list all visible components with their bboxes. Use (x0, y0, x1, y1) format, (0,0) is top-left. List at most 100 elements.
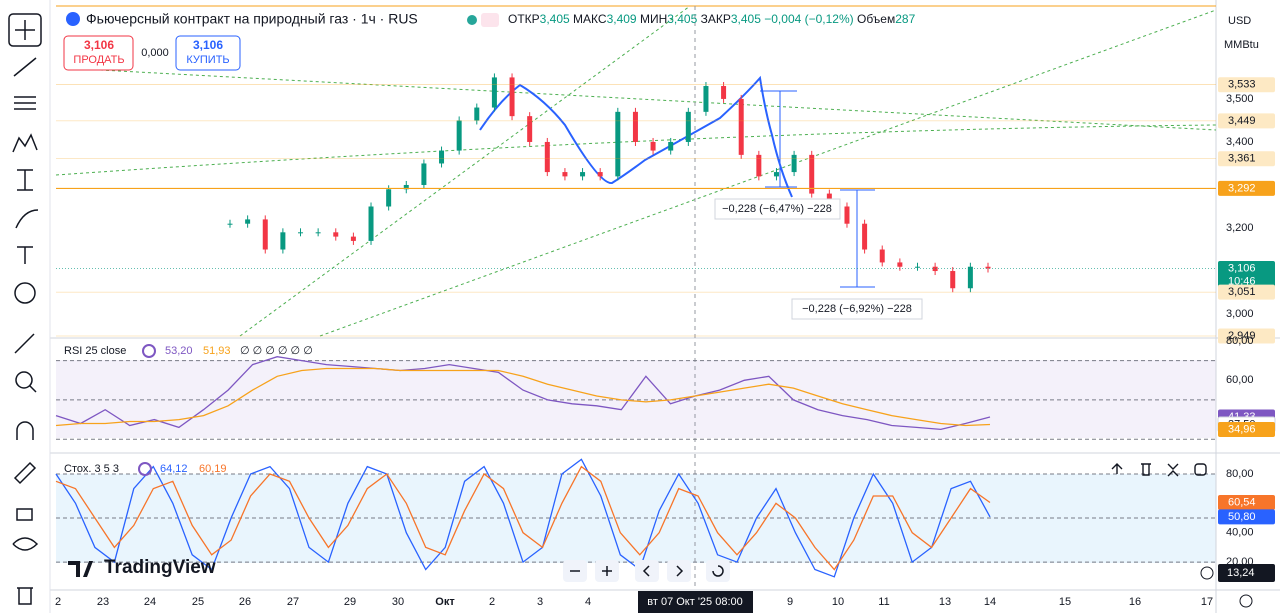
candle (668, 141, 674, 151)
candle (544, 141, 550, 173)
candle (280, 232, 286, 250)
price-tag-label: 3,361 (1228, 153, 1256, 165)
stoch-d-value: 60,19 (199, 463, 227, 475)
y-tick-label: 20,00 (1226, 556, 1254, 568)
sell-button[interactable] (63, 35, 134, 71)
x-tick-label: 25 (192, 596, 204, 608)
candle (879, 249, 885, 263)
x-tick-label: 4 (585, 596, 591, 608)
price-tag (1218, 113, 1275, 129)
pane-controls[interactable] (1111, 463, 1207, 477)
price-tag-sub: 10:46 (1228, 275, 1256, 287)
add-button[interactable] (1200, 566, 1214, 580)
y-tick-label: 80,00 (1226, 335, 1254, 347)
stoch-name: Стох. 3 5 3 (64, 463, 119, 475)
candle (227, 223, 233, 225)
candle (844, 206, 850, 224)
indicator-line (55, 458, 991, 578)
price-tag-label: 2,949 (1228, 330, 1256, 342)
y-tick-label: 80,00 (1226, 468, 1254, 480)
candle (509, 77, 515, 117)
x-tick-label: 29 (344, 596, 356, 608)
price-tag (1218, 509, 1275, 525)
y-tick-label: 3,500 (1226, 93, 1254, 105)
price-tag (1218, 151, 1275, 167)
candle (950, 271, 956, 289)
measure-1 (760, 90, 797, 188)
price-tag-label: 34,96 (1228, 423, 1256, 435)
price-tag-label: 3,106 (1228, 262, 1256, 274)
change: −0,004 (−0,12%) (764, 12, 853, 26)
unit[interactable]: MMBtu (1224, 39, 1259, 51)
label: МАКС (573, 12, 607, 26)
sell-price: 3,106 (84, 38, 114, 52)
candle (650, 141, 656, 151)
price-tag-label: 60,54 (1228, 496, 1256, 508)
candle (721, 86, 727, 99)
x-tick-label: 2 (489, 596, 495, 608)
settings-button[interactable] (1239, 594, 1253, 608)
status-icon (481, 13, 499, 27)
candle (421, 163, 427, 185)
label: Объем (857, 12, 895, 26)
rsi-value: 53,20 (165, 345, 193, 357)
candle (632, 111, 638, 142)
candle (439, 150, 445, 164)
y-tick-label: 3,400 (1226, 136, 1254, 148)
volume-tag-text: 13,24 (1227, 567, 1255, 579)
candle (403, 184, 409, 190)
candle (333, 232, 339, 237)
price-tag-label: 50,80 (1228, 511, 1256, 523)
currency[interactable]: USD (1228, 15, 1251, 27)
toolbar[interactable] (8, 13, 42, 605)
x-tick-label: 26 (239, 596, 251, 608)
annotation-box (791, 298, 923, 320)
x-tick-label: 27 (287, 596, 299, 608)
candle (245, 219, 251, 224)
candle (703, 86, 709, 112)
buy-price: 3,106 (193, 38, 223, 52)
x-tick-label: 10 (832, 596, 844, 608)
crosshair-label: вт 07 Окт '25 08:00 (647, 596, 743, 608)
candle (914, 266, 920, 268)
indicator-icon (138, 462, 152, 476)
price-tag (1218, 260, 1275, 289)
brand: TradingView (104, 557, 216, 578)
y-tick-label: 3,000 (1226, 308, 1254, 320)
candle (580, 172, 586, 177)
candle (756, 154, 762, 177)
measure-2 (840, 189, 875, 288)
y-tick-label: 3,200 (1226, 222, 1254, 234)
x-tick-label: 11 (878, 596, 889, 608)
candle (262, 219, 268, 250)
x-tick-label: 24 (144, 596, 156, 608)
ohlc: ОТКР3,405 МАКС3,409 МИН3,405 ЗАКР3,405 −… (508, 12, 916, 26)
price-tag-label: 3,051 (1228, 286, 1256, 298)
indicator-line (55, 465, 991, 571)
price-tag (1218, 328, 1275, 344)
x-tick-label: 14 (984, 596, 996, 608)
candle (809, 154, 815, 194)
candle (456, 120, 462, 151)
price-tag (1218, 77, 1275, 93)
price-tag (1218, 180, 1275, 196)
candle (685, 111, 691, 142)
spread: 0,000 (141, 47, 169, 59)
rsi-ma-value: 51,93 (203, 345, 231, 357)
candle (932, 266, 938, 272)
x-tick-label: 30 (392, 596, 404, 608)
y-tick-label: 60,00 (1226, 374, 1254, 386)
rsi-band (56, 360, 1216, 438)
candle (298, 232, 304, 234)
stoch-k-value: 64,12 (160, 463, 188, 475)
x-tick-label: 13 (939, 596, 951, 608)
buy-button[interactable] (175, 35, 241, 71)
candle (985, 266, 991, 269)
sell-label: ПРОДАТЬ (73, 54, 124, 66)
x-tick-label: Окт (435, 596, 455, 608)
nav-controls[interactable] (563, 560, 730, 582)
price-tag (1218, 421, 1275, 437)
candle (527, 116, 533, 142)
brand-logo (68, 561, 93, 577)
